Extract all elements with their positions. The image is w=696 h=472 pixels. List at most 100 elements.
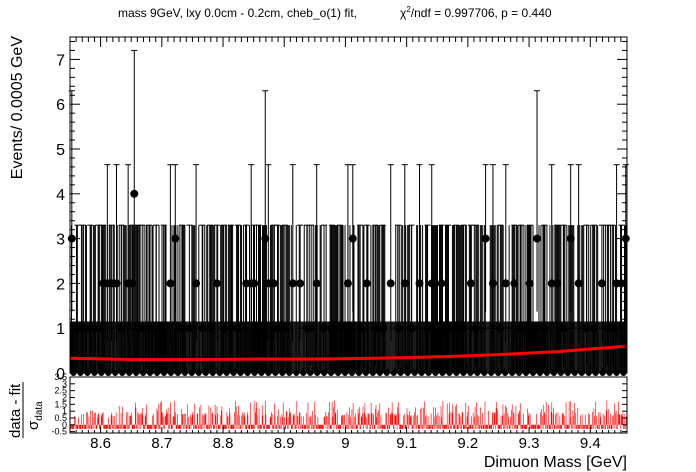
pull-bar	[191, 417, 192, 425]
pull-bar	[623, 424, 625, 429]
pull-bar	[540, 408, 542, 425]
data-point	[312, 279, 321, 288]
data-point	[371, 324, 380, 333]
pull-bar	[160, 402, 161, 425]
pull-bar	[379, 403, 381, 425]
pull-bar	[91, 424, 93, 429]
pull-bar	[140, 424, 142, 429]
pull-bar	[354, 424, 356, 429]
pull-bar	[328, 424, 330, 429]
pull-bar	[602, 413, 604, 425]
data-point	[296, 279, 305, 288]
pull-bar	[298, 412, 300, 425]
pull-bar	[145, 413, 147, 425]
pull-bar	[465, 402, 467, 425]
data-point	[608, 324, 617, 333]
pull-bar	[205, 413, 207, 425]
pull-bar	[214, 424, 215, 429]
pull-bar	[370, 424, 371, 429]
pull-bar	[591, 424, 592, 429]
pull-bar	[388, 407, 389, 425]
pull-bar	[550, 424, 551, 429]
data-point	[386, 279, 395, 288]
pull-bar	[477, 414, 478, 425]
pull-bar	[612, 416, 613, 425]
pull-bar	[571, 424, 573, 429]
pull-bar	[453, 424, 454, 429]
pull-bar	[165, 415, 166, 425]
pull-bar	[396, 415, 397, 425]
pull-bar	[434, 416, 436, 425]
pull-bar	[424, 424, 426, 429]
pull-bar	[399, 424, 401, 429]
pull-bar	[424, 401, 425, 425]
pull-bar	[478, 416, 480, 425]
pull-bar	[157, 410, 158, 425]
pull-bar	[601, 424, 603, 429]
data-point	[362, 279, 371, 288]
pull-bar	[443, 424, 444, 429]
pull-bar	[299, 412, 301, 425]
pull-bar	[563, 414, 564, 425]
data-point	[597, 279, 606, 288]
pull-bar	[469, 424, 470, 429]
pull-bar	[260, 424, 262, 429]
pull-bar	[73, 424, 75, 429]
pull-bar	[138, 413, 139, 425]
pull-bar	[305, 424, 307, 429]
pull-bar	[360, 415, 362, 425]
pull-bar	[352, 424, 353, 429]
pull-bar	[126, 424, 128, 429]
data-point	[553, 279, 562, 288]
data-point	[407, 324, 416, 333]
pull-bar	[376, 417, 377, 425]
pull-bar	[452, 403, 454, 425]
data-point	[273, 324, 282, 333]
pull-bar	[155, 424, 157, 429]
pull-bar	[181, 409, 183, 425]
data-point	[166, 279, 175, 288]
pull-bar	[225, 424, 226, 429]
pull-bar	[584, 424, 585, 429]
pull-bar	[104, 424, 105, 429]
pull-bar	[545, 424, 546, 429]
pull-bar	[415, 407, 416, 425]
pull-bar	[586, 424, 587, 429]
pull-bar	[524, 424, 525, 429]
pull-bar	[566, 424, 568, 429]
pull-bar	[198, 424, 199, 429]
pull-bar	[409, 411, 410, 425]
pull-bar	[544, 413, 546, 425]
y-tick-label: 4	[56, 187, 65, 204]
chi2-superscript: 2	[406, 5, 411, 14]
pull-bar	[200, 404, 202, 425]
pull-bar	[337, 409, 338, 425]
pull-bar	[383, 424, 385, 429]
pull-bar	[355, 413, 356, 425]
pull-bar	[247, 412, 248, 425]
data-point	[471, 324, 480, 333]
pull-bar	[345, 424, 347, 429]
pull-bar	[567, 424, 569, 429]
pull-bar	[513, 412, 514, 425]
pull-bar	[157, 424, 159, 429]
y-tick-label: 0	[62, 420, 67, 430]
pull-bar	[76, 424, 77, 429]
x-tick-label: 8.9	[274, 435, 295, 452]
pull-bar	[88, 416, 90, 425]
pull-bar	[489, 424, 491, 429]
pull-bar	[177, 414, 178, 425]
data-point	[86, 324, 95, 333]
data-point	[423, 324, 432, 333]
pull-bar	[270, 417, 272, 425]
pull-bar	[448, 424, 449, 429]
pull-bar	[479, 424, 480, 429]
pull-bar	[186, 404, 188, 425]
data-point	[547, 279, 556, 288]
pull-bar	[289, 413, 291, 425]
pull-bar	[196, 413, 198, 425]
pull-bar	[475, 424, 476, 429]
pull-bar	[560, 424, 562, 429]
pull-bar	[303, 416, 304, 425]
pull-bar	[302, 424, 304, 429]
